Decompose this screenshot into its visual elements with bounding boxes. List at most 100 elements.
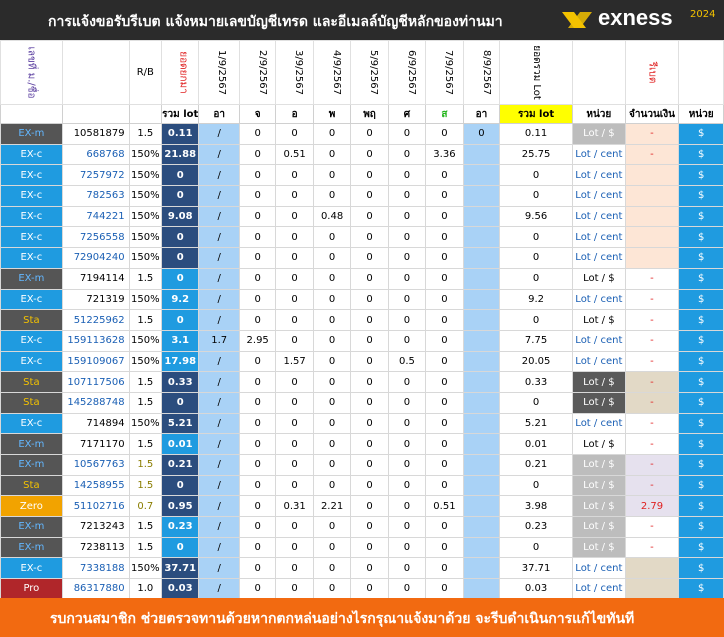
- rebate-amount: -: [624, 433, 680, 455]
- lot-carried: 0.21: [160, 454, 200, 476]
- table-row[interactable]: EX-c 744221 150% 9.08/0 0 0.48 0 0 0 9.56 Lot / ce…: [0, 205, 724, 228]
- day-value: [462, 495, 501, 518]
- table-row[interactable]: EX-m 7238113 1.5 0/0 0 0 0 0 0 0 Lot / $ - $: [0, 536, 724, 559]
- account-number: 7257972: [61, 164, 130, 187]
- sub-day: ศ: [387, 104, 427, 124]
- day-value: 0: [275, 288, 314, 311]
- total-lot: 0.21: [499, 454, 574, 476]
- table-row[interactable]: EX-c 159109067 150% 17.98/0 1.57 0 0 0.5 0 20.05 L…: [0, 350, 724, 373]
- sub-unit: หน่วย: [678, 104, 724, 124]
- day-value: 0: [350, 226, 389, 249]
- day-value: /: [198, 309, 240, 331]
- table-row[interactable]: EX-c 159113628 150% 3.1 1.7 2.95 0 0 0 0 0 7.75 Lot …: [0, 329, 724, 352]
- account-type: Pro: [0, 578, 63, 600]
- day-value: 0: [312, 371, 352, 393]
- table-row[interactable]: EX-m 7194114 1.5 0/0 0 0 0 0 0 0 Lot / $ - $: [0, 267, 724, 290]
- unit: Lot / cent: [572, 288, 626, 311]
- day-value: [462, 247, 501, 269]
- table-row[interactable]: EX-c 782563 150% 0/0 0 0 0 0 0 0 Lot / cent $: [0, 185, 724, 207]
- account-type: EX-m: [0, 433, 63, 455]
- currency: $: [678, 412, 724, 435]
- sub-day: พ: [312, 104, 352, 124]
- table-row[interactable]: Zero 51102716 0.7 0.95/0 0.31 2.21 0 0 0.51 3.98 L…: [0, 495, 724, 518]
- total-lot: 0.23: [499, 516, 574, 538]
- day-value: 0: [275, 185, 314, 207]
- day-value: 0: [350, 536, 389, 559]
- table-row[interactable]: Sta 14258955 1.5 0/0 0 0 0 0 0 0 Lot / $ - $: [0, 474, 724, 497]
- day-value: 0: [275, 536, 314, 559]
- currency: $: [678, 185, 724, 207]
- lot-carried: 9.08: [160, 205, 200, 228]
- day-value: 0: [425, 371, 464, 393]
- day-value: 0: [312, 391, 352, 414]
- day-value: 0: [387, 516, 427, 538]
- table-row[interactable]: EX-c 668768 150% 21.88/0 0.51 0 0 0 3.36 25.75 Lot…: [0, 143, 724, 166]
- day-value: /: [198, 185, 240, 207]
- account-type: EX-c: [0, 205, 63, 228]
- table-row[interactable]: EX-c 72904240 150% 0/0 0 0 0 0 0 0 Lot / cent $: [0, 247, 724, 269]
- currency: $: [678, 205, 724, 228]
- day-value: 0: [425, 350, 464, 373]
- account-type: EX-c: [0, 247, 63, 269]
- unit: Lot / cent: [572, 350, 626, 373]
- day-value: /: [198, 164, 240, 187]
- table-row[interactable]: EX-m 10567763 1.5 0.21/0 0 0 0 0 0 0.21 Lot / $ - $: [0, 454, 724, 476]
- unit: Lot / $: [572, 495, 626, 518]
- day-value: [462, 164, 501, 187]
- sub-blank: [0, 104, 63, 124]
- rebate-rate: 1.5: [128, 474, 162, 497]
- col-lot-before: ยอดยกมา: [160, 40, 200, 105]
- day-value: /: [198, 578, 240, 600]
- day-value: 0: [275, 329, 314, 352]
- rebate-rate: 150%: [128, 247, 162, 269]
- currency: $: [678, 578, 724, 600]
- account-number: 145288748: [61, 391, 130, 414]
- footer-notice: รบกวนสมาชิก ช่วยตรวจทานด้วยหากตกหล่นอย่า…: [50, 611, 635, 627]
- unit: Lot / cent: [572, 247, 626, 269]
- total-lot: 0.03: [499, 578, 574, 600]
- day-value: 0: [275, 391, 314, 414]
- sub-unit: หน่วย: [572, 104, 626, 124]
- account-type: EX-c: [0, 143, 63, 166]
- rebate-rate: 150%: [128, 185, 162, 207]
- table-row[interactable]: EX-m 10581879 1.5 0.11/0 0 0 0 0 0 0 0.11 Lot / $ - $: [0, 123, 724, 145]
- rebate-table: เลขที่ ม./ชื่อ R/B ยอดยกมา 1/9/2567 2/9/…: [0, 40, 724, 600]
- total-lot: 0: [499, 164, 574, 187]
- account-type: EX-m: [0, 454, 63, 476]
- day-value: 0: [387, 412, 427, 435]
- day-value: 0.48: [312, 205, 352, 228]
- day-value: [462, 557, 501, 580]
- day-value: 0: [238, 371, 277, 393]
- table-row[interactable]: Sta 51225962 1.5 0/0 0 0 0 0 0 0 Lot / $ - $: [0, 309, 724, 331]
- col-date: 6/9/2567: [387, 40, 427, 105]
- unit: Lot / cent: [572, 164, 626, 187]
- day-value: 0: [238, 309, 277, 331]
- currency: $: [678, 495, 724, 518]
- table-row[interactable]: EX-c 7256558 150% 0/0 0 0 0 0 0 0 Lot / cent $: [0, 226, 724, 249]
- day-value: 2.95: [238, 329, 277, 352]
- table-row[interactable]: Sta 145288748 1.5 0/0 0 0 0 0 0 0 Lot / $ - $: [0, 391, 724, 414]
- table-row[interactable]: Sta 107117506 1.5 0.33/0 0 0 0 0 0 0.33 Lot / $ - $: [0, 371, 724, 393]
- day-value: 0: [275, 371, 314, 393]
- day-value: 1.57: [275, 350, 314, 373]
- table-row[interactable]: EX-c 7338188 150% 37.71/0 0 0 0 0 0 37.71 Lot / ce…: [0, 557, 724, 580]
- table-row[interactable]: EX-m 7213243 1.5 0.23/0 0 0 0 0 0 0.23 Lot / $ - $: [0, 516, 724, 538]
- day-value: 0: [425, 288, 464, 311]
- table-row[interactable]: EX-c 7257972 150% 0/0 0 0 0 0 0 0 Lot / cent $: [0, 164, 724, 187]
- day-value: 0: [350, 143, 389, 166]
- total-lot: 0: [499, 267, 574, 290]
- day-value: 0: [425, 205, 464, 228]
- currency: $: [678, 267, 724, 290]
- day-value: 0: [350, 247, 389, 269]
- day-value: 0: [387, 226, 427, 249]
- table-row[interactable]: EX-m 7171170 1.5 0.01/0 0 0 0 0 0 0.01 Lot / $ - $: [0, 433, 724, 455]
- table-row[interactable]: EX-c 721319 150% 9.2/0 0 0 0 0 0 9.2 Lot / cent - $: [0, 288, 724, 311]
- day-value: 0: [425, 247, 464, 269]
- day-value: [462, 143, 501, 166]
- rebate-amount: -: [624, 288, 680, 311]
- day-value: 0: [387, 391, 427, 414]
- day-value: [462, 267, 501, 290]
- table-row[interactable]: EX-c 714894 150% 5.21/0 0 0 0 0 0 5.21 Lot / cent -…: [0, 412, 724, 435]
- day-value: 0: [238, 433, 277, 455]
- table-row[interactable]: Pro 86317880 1.0 0.03/0 0 0 0 0 0 0.03 Lot / cent $: [0, 578, 724, 600]
